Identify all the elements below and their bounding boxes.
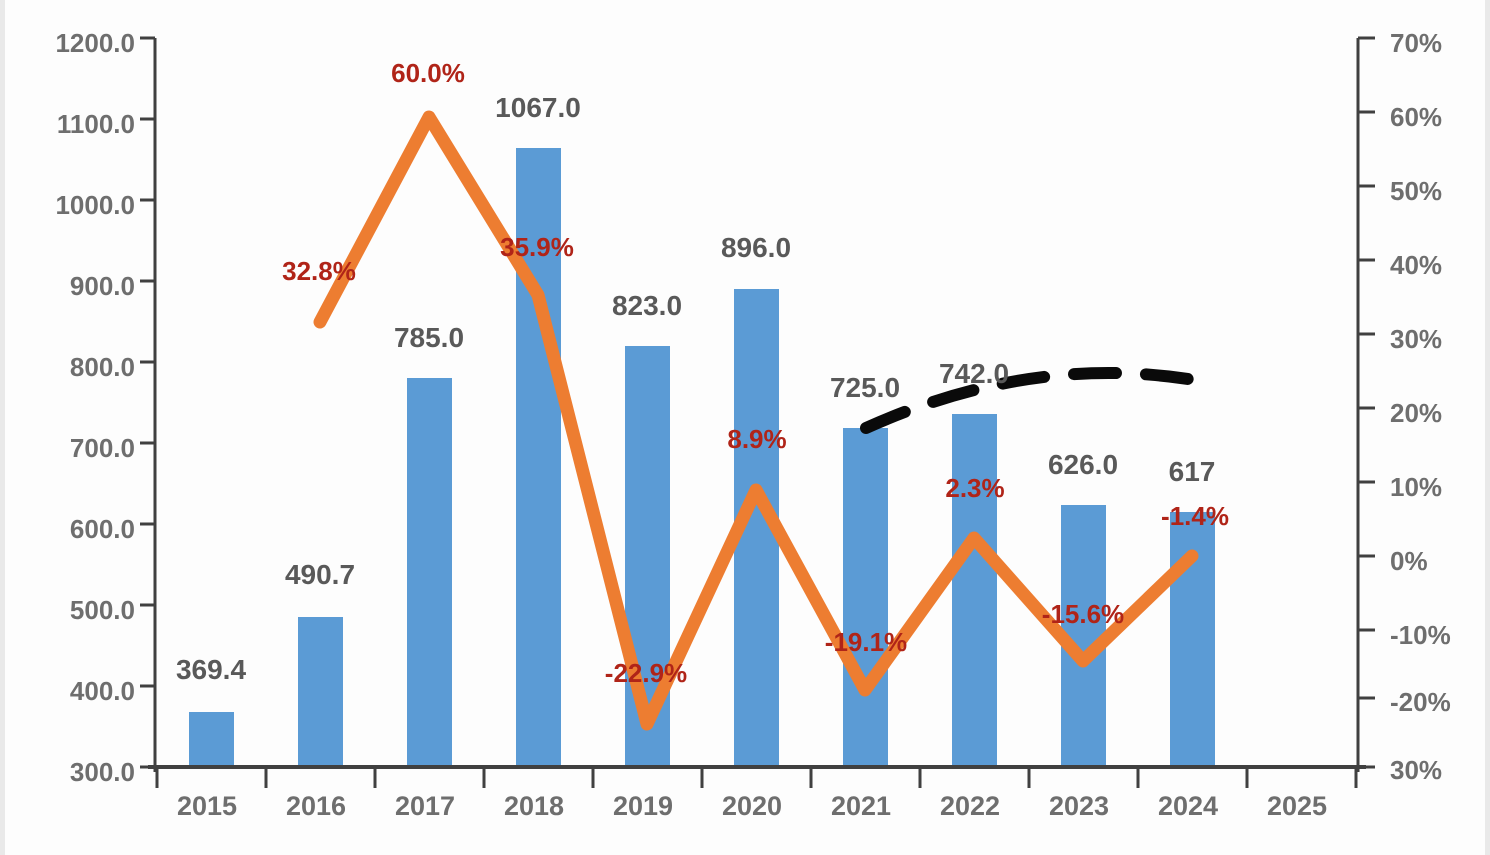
growth-pct-label: -22.9% [604,658,688,688]
x-axis-label-2020: 2020 [721,791,783,821]
bar [516,148,561,767]
bar-value-label: 725.0 [829,372,901,403]
bar-value-label: 626.0 [1047,449,1119,480]
x-axis-label-2022: 2022 [939,791,1001,821]
y-axis-right-tick: -20% [1390,687,1451,717]
growth-pct-label: 32.8% [282,256,356,286]
bar-value-label: 896.0 [720,232,792,263]
bar-value-label: 742.0 [938,358,1010,389]
y-axis-right-tick: 30% [1390,755,1443,785]
y-axis-right-tick: 60% [1390,102,1443,132]
y-axis-left-tick: 700.0 [69,433,135,463]
bar [407,378,452,767]
x-axis-label-2017: 2017 [394,791,456,821]
x-axis-label-2024: 2024 [1157,791,1219,821]
y-axis-right-tick: 20% [1390,398,1443,428]
x-axis-label-2025: 2025 [1266,791,1328,821]
y-axis-right-tick: 0% [1390,546,1428,576]
y-axis-left-tick: 800.0 [69,352,135,382]
growth-pct-label: -19.1% [824,627,908,657]
y-axis-right-tick: -10% [1390,620,1451,650]
y-axis-left-tick: 500.0 [69,595,135,625]
bar-value-label: 369.4 [175,654,247,685]
bar-value-label: 785.0 [393,322,465,353]
growth-pct-label: 35.9% [500,232,574,262]
x-axis-label-2015: 2015 [176,791,238,821]
bar-value-label: 823.0 [611,290,683,321]
y-axis-left-tick: 900.0 [69,271,135,301]
bar [952,414,997,767]
y-axis-right-tick: 50% [1390,176,1443,206]
y-axis-left-tick: 300.0 [69,757,135,787]
growth-pct-label: 2.3% [945,473,1005,503]
y-axis-left-tick: 1100.0 [56,109,135,139]
y-axis-right-tick: 70% [1390,28,1443,58]
x-axis-label-2016: 2016 [285,791,347,821]
y-axis-right [1356,36,1375,772]
y-axis-left-tick: 1200.0 [55,28,135,58]
trend-dashed-line [860,367,1206,434]
y-axis-right-tick: 40% [1390,250,1443,280]
x-axis-label-2018: 2018 [503,791,565,821]
bar-value-label: 617 [1168,456,1216,487]
bar-value-label: 1067.0 [495,92,581,123]
x-axis [148,765,1366,788]
x-axis-label-2023: 2023 [1048,791,1110,821]
y-axis-left-tick: 400.0 [69,676,135,706]
y-axis-left-tick: 1000.0 [55,190,135,220]
bar [843,428,888,767]
y-axis-right-tick: 10% [1390,472,1443,502]
growth-rate-line [313,110,1199,731]
growth-pct-label: 60.0% [391,58,465,88]
growth-pct-label: -1.4% [1161,501,1229,531]
bar-series [189,148,1215,767]
bar-value-label: 490.7 [284,559,356,590]
y-axis-left-tick: 600.0 [69,514,135,544]
x-axis-label-2019: 2019 [612,791,674,821]
y-axis-left [140,36,157,772]
x-axis-label-2021: 2021 [830,791,892,821]
y-axis-right-tick: 30% [1390,324,1443,354]
growth-pct-label: -15.6% [1041,599,1125,629]
bar [189,712,234,767]
growth-pct-label: 8.9% [727,424,787,454]
bar [298,617,343,767]
